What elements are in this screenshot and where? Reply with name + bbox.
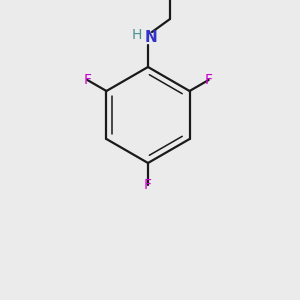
Text: F: F	[83, 73, 92, 87]
Text: F: F	[205, 73, 213, 87]
Text: F: F	[144, 178, 152, 192]
Text: H: H	[132, 28, 142, 42]
Text: N: N	[145, 29, 158, 44]
